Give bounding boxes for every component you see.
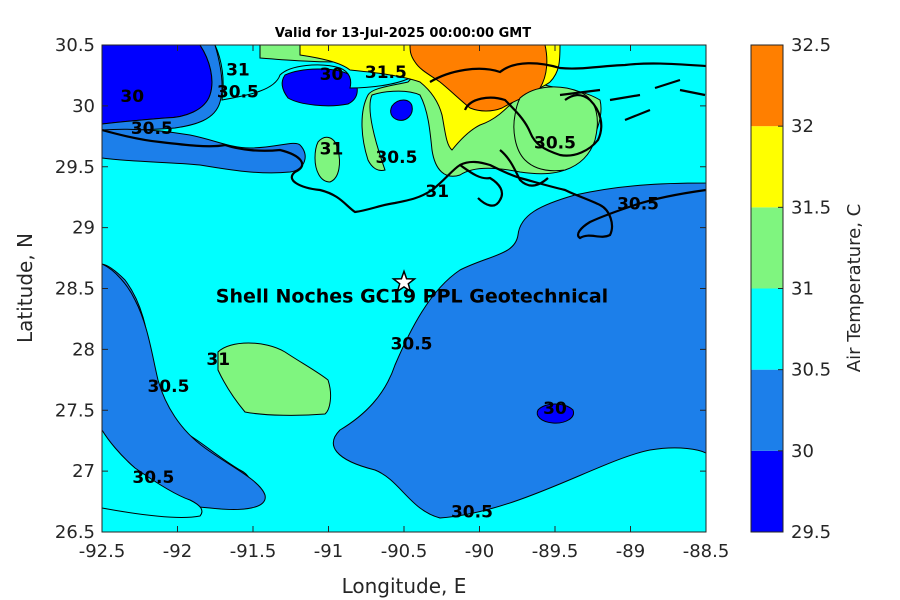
site-star-marker [391, 269, 417, 294]
contour-map [102, 45, 706, 532]
contour-label: 30.5 [617, 194, 659, 214]
coastline [102, 62, 706, 240]
x-axis: -92.5 -92 -91.5 -91 -90.5 -90 -89.5 -89 -88.5 [79, 45, 730, 562]
colorbar-tick-label: 32 [791, 116, 814, 137]
colorbar-swatch [751, 45, 783, 127]
contour-label: 30.5 [451, 502, 493, 522]
band-31-island-south [217, 342, 332, 416]
y-tick-label: 27 [72, 461, 95, 482]
colorbar-tick-label: 31.5 [791, 197, 831, 218]
x-tick-label: -92 [163, 541, 192, 562]
site-annotation: Shell Noches GC19 PPL Geotechnical [216, 269, 608, 307]
colorbar-tick-label: 30 [791, 441, 814, 462]
y-tick-label: 26.5 [55, 522, 95, 543]
x-axis-label: Longitude, E [342, 574, 467, 598]
contour-label: 30 [120, 87, 144, 107]
colorbar-swatch [751, 207, 783, 289]
colorbar-tick-label: 29.5 [791, 522, 831, 543]
contour-label: 31 [226, 60, 250, 80]
contour-label: 30.5 [391, 334, 433, 354]
x-tick-label: -90 [465, 541, 494, 562]
y-tick-label: 30.5 [55, 35, 95, 56]
y-tick-label: 30 [72, 96, 95, 117]
x-tick-label: -92.5 [79, 541, 126, 562]
colorbar-tick-label: 30.5 [791, 360, 831, 381]
y-tick-label: 29.5 [55, 157, 95, 178]
band-29.5-30-north-small [390, 99, 413, 121]
y-tick-label: 28 [72, 339, 95, 360]
colorbar-label: Air Temperature, C [844, 204, 865, 372]
colorbar-swatch [751, 369, 783, 451]
colorbar-tick-label: 32.5 [791, 35, 831, 56]
contour-label: 31 [206, 350, 230, 370]
coastline-delta [459, 149, 549, 207]
contour-label: 30.5 [534, 133, 576, 153]
band-29.5-30-north [281, 68, 358, 107]
x-tick-label: -89 [616, 541, 645, 562]
y-axis-label: Latitude, N [13, 233, 37, 343]
y-tick-label: 29 [72, 218, 95, 239]
y-tick-label: 28.5 [55, 279, 95, 300]
contour-label: 30 [320, 65, 344, 85]
colorbar-swatch [751, 450, 783, 532]
contour-label: 30.5 [217, 82, 259, 102]
x-tick-label: -88.5 [683, 541, 730, 562]
colorbar: 29.5 30 30.5 31 31.5 32 32.5 [750, 35, 831, 543]
contour-label: 30.5 [147, 377, 189, 397]
band-29.5-30-south [536, 403, 574, 424]
band-31-31.5-east [513, 86, 598, 172]
coastline-islands [559, 78, 706, 122]
y-tick-label: 27.5 [55, 400, 95, 421]
coastline-lakes [463, 94, 603, 157]
band-30.5-bottom-left [102, 429, 203, 518]
y-axis: 26.5 27 27.5 28 28.5 29 29.5 30 30.5 [55, 35, 706, 543]
site-annotation-label: Shell Noches GC19 PPL Geotechnical [216, 285, 608, 307]
chart-title: Valid for 13-Jul-2025 00:00:00 GMT [275, 26, 531, 41]
contour-label: 31 [425, 182, 449, 202]
coastline-north [429, 62, 706, 83]
contour-label: 30.5 [132, 468, 174, 488]
contour-label: 30.5 [375, 148, 417, 168]
contour-label: 31 [320, 139, 344, 159]
colorbar-tick-label: 31 [791, 279, 814, 300]
contour-label: 30 [543, 399, 567, 419]
x-tick-label: -90.5 [381, 541, 428, 562]
x-tick-label: -91 [314, 541, 343, 562]
colorbar-swatch [751, 288, 783, 370]
contour-label: 30.5 [131, 119, 173, 139]
x-tick-label: -89.5 [532, 541, 579, 562]
band-31-island-north [314, 136, 340, 183]
colorbar-swatch [751, 126, 783, 208]
contour-label: 31.5 [365, 63, 407, 83]
x-tick-label: -91.5 [230, 541, 277, 562]
